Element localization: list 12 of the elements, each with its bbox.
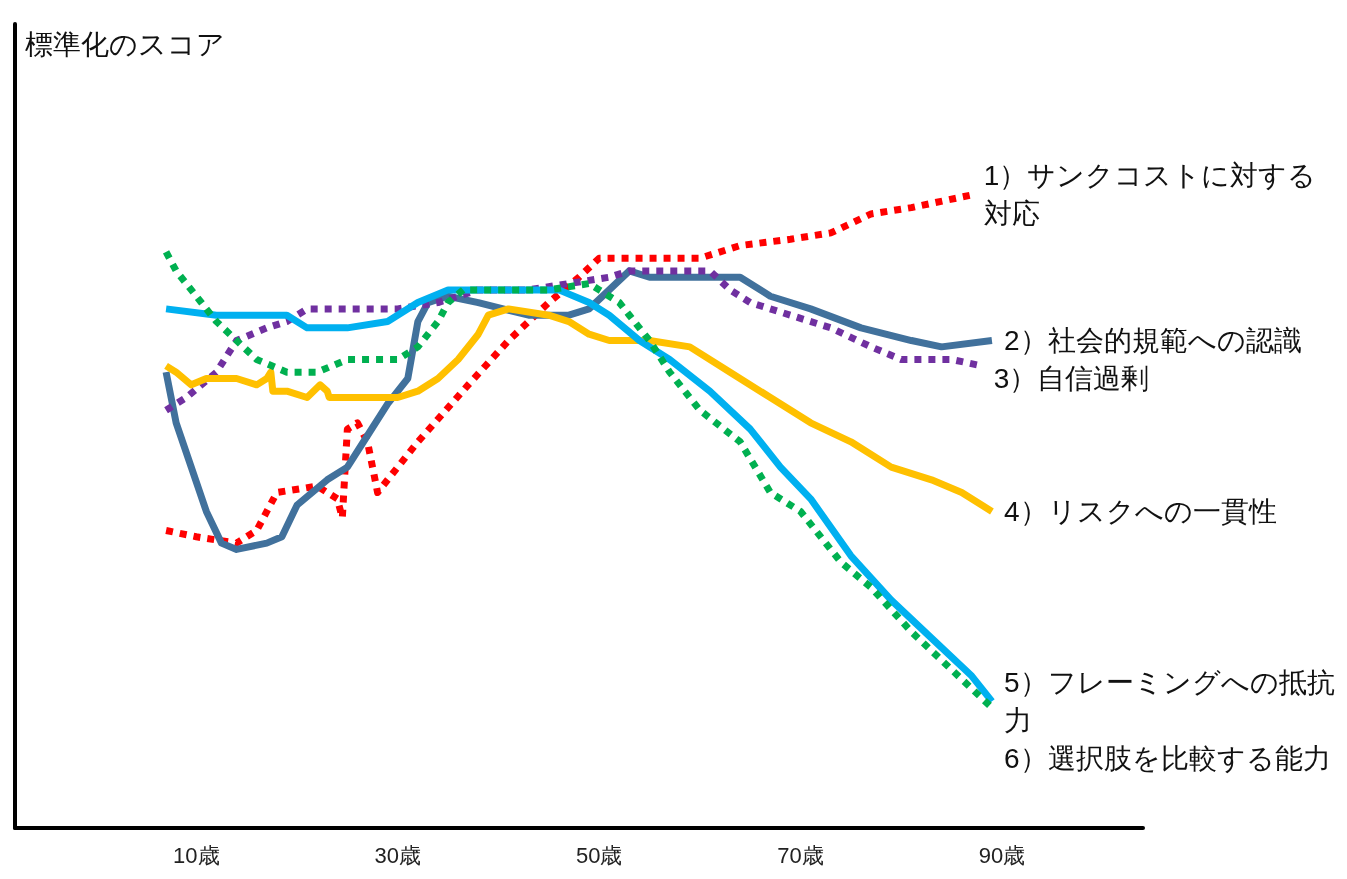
series-label: 6）選択肢を比較する能力	[1003, 742, 1331, 774]
x-tick-label: 10歳	[173, 842, 220, 868]
x-tick-label: 30歳	[374, 842, 421, 868]
y-axis-title: 標準化のスコア	[25, 28, 225, 60]
x-tick-label: 70歳	[777, 842, 824, 868]
x-tick-label: 50歳	[575, 842, 623, 868]
series-label: 2）社会的規範への認識	[1003, 325, 1302, 357]
series-label: 1）サンクコストに対する対応	[983, 160, 1317, 230]
series-label: 4）リスクへの一貫性	[1003, 495, 1277, 527]
x-tick-label: 90歳	[978, 842, 1026, 868]
series-label: 3）自信過剰	[993, 363, 1150, 395]
series-label: 5）フレーミングへの抵抗力	[1003, 666, 1335, 736]
